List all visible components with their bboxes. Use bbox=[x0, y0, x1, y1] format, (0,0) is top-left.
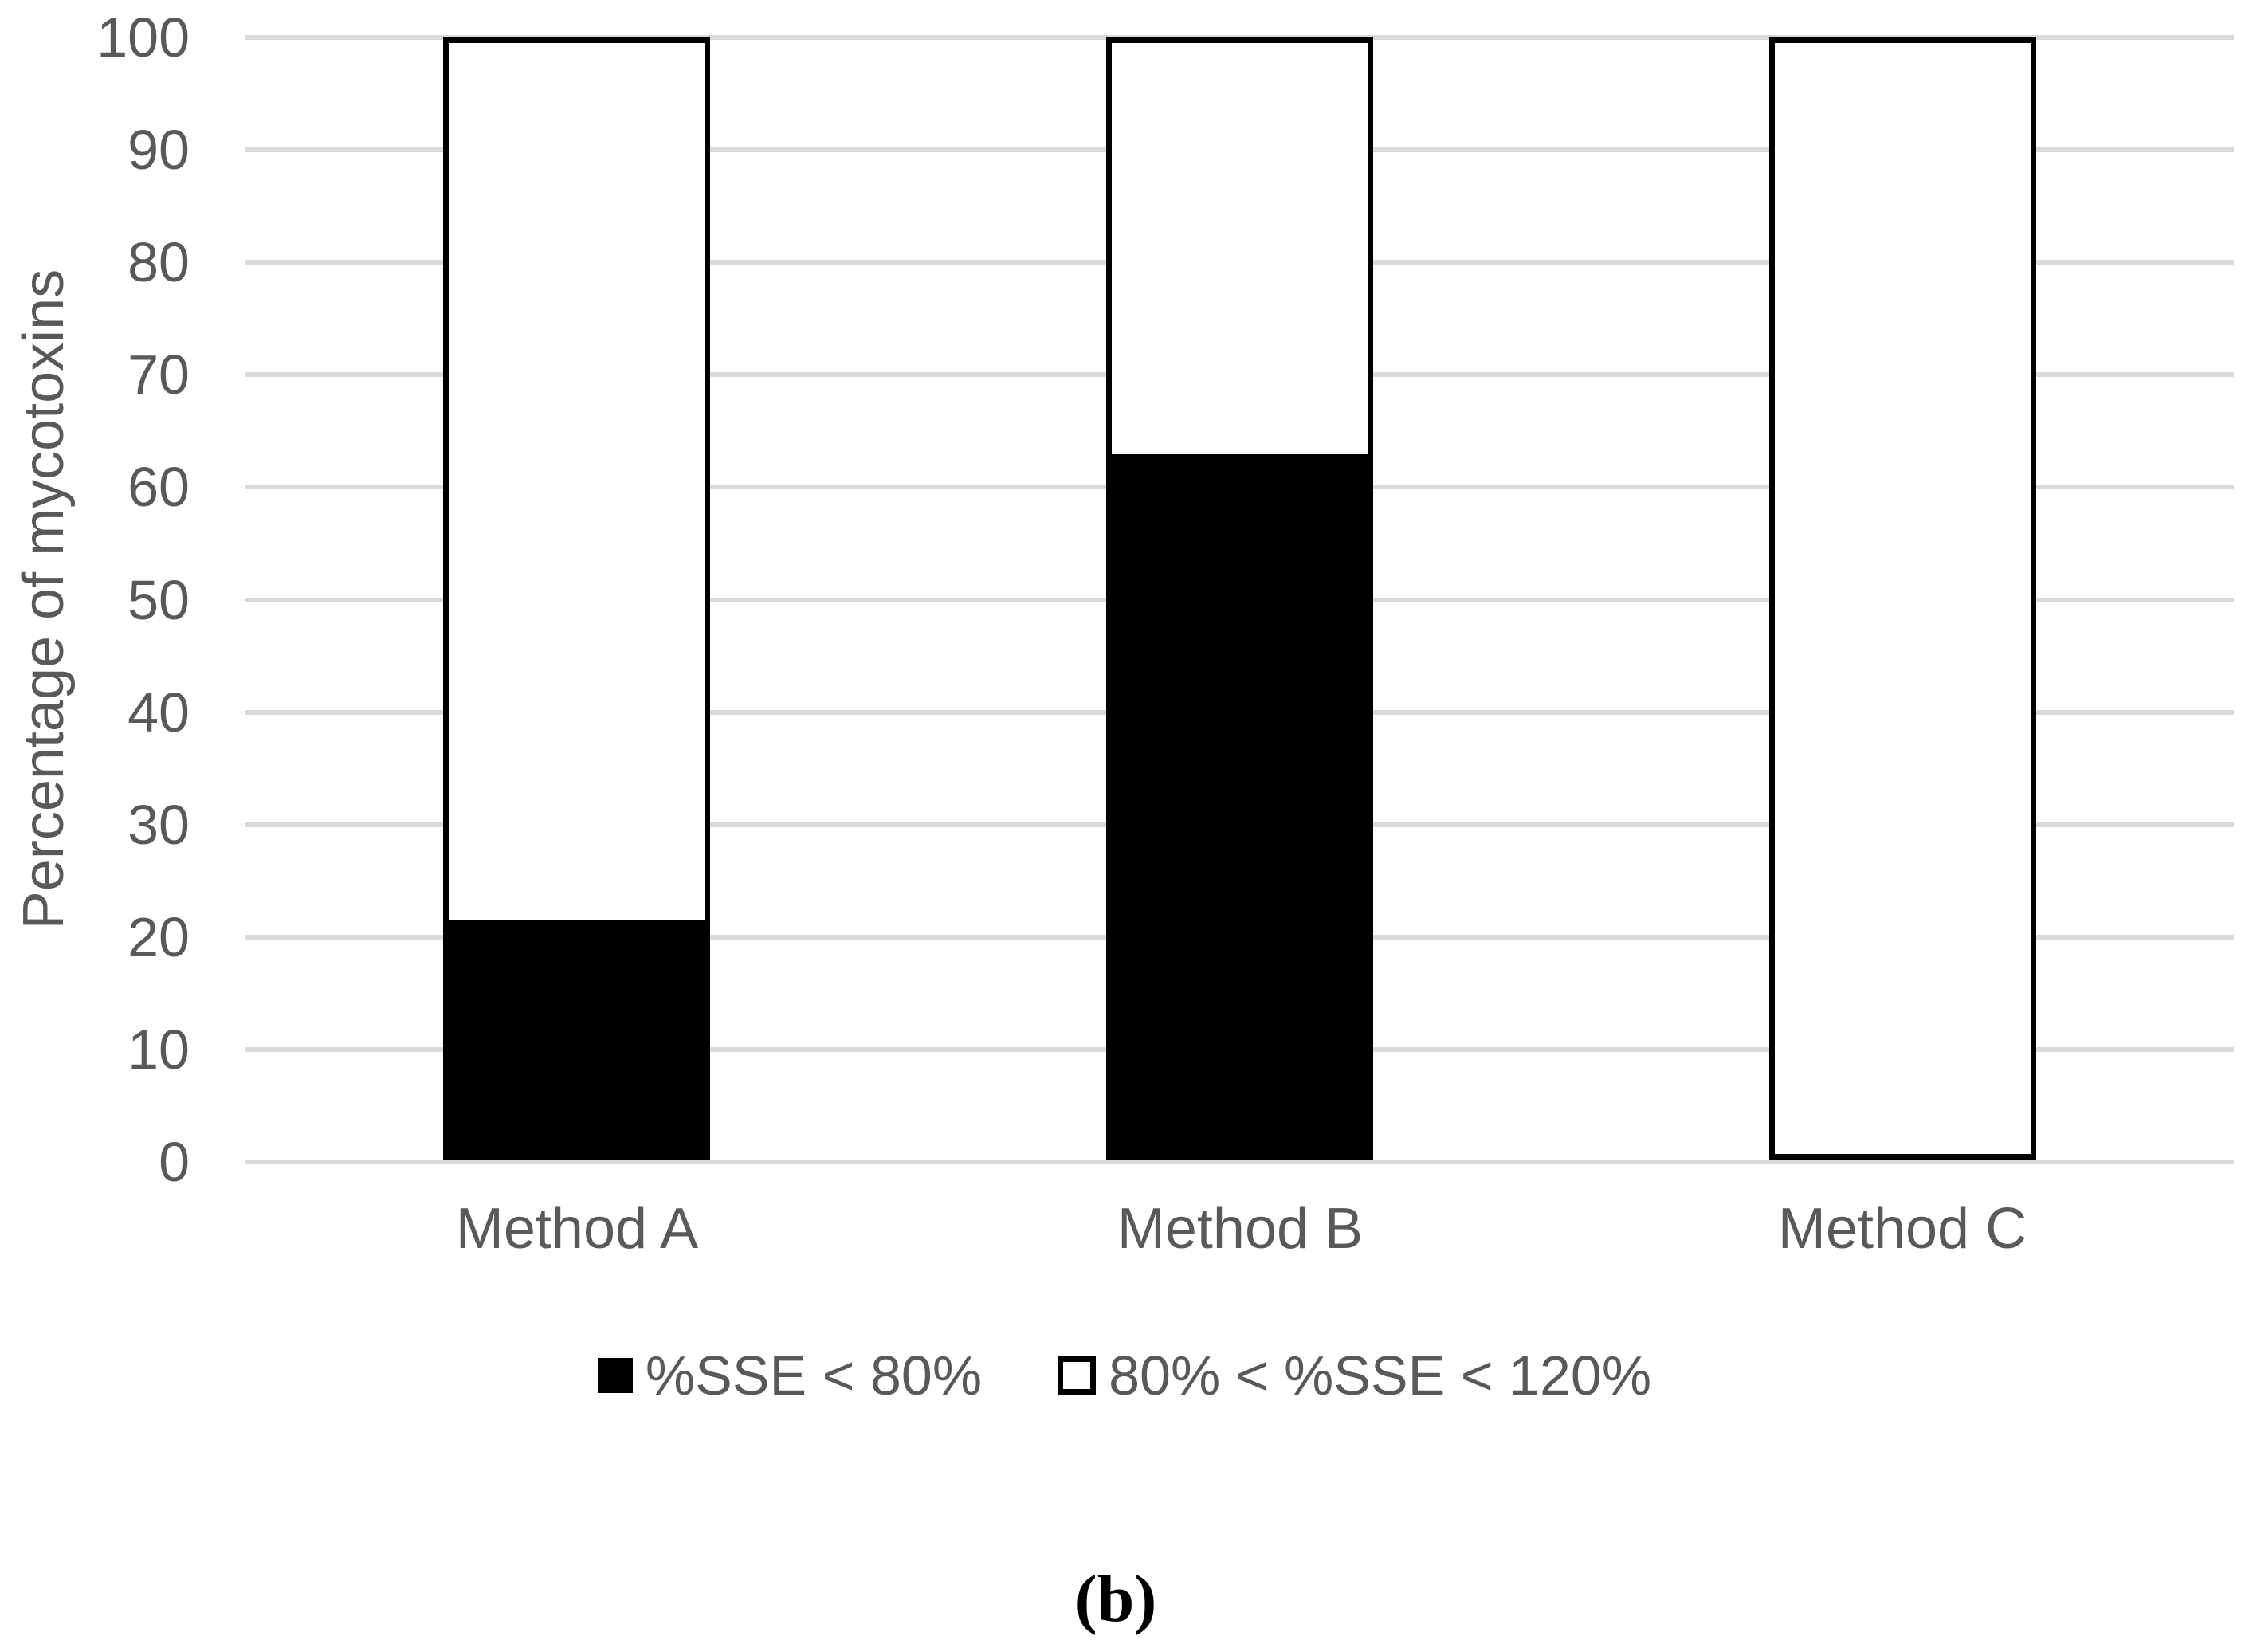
y-tick-label-60: 60 bbox=[128, 456, 190, 519]
bar-method-a bbox=[443, 37, 710, 1160]
legend-swatch-outline-icon bbox=[1058, 1356, 1097, 1395]
bar-segment-80-sse-120-method-a bbox=[449, 43, 705, 920]
bar-segment-80-sse-120-method-b bbox=[1112, 43, 1368, 454]
legend-label: %SSE < 80% bbox=[645, 1344, 983, 1407]
bar-segment-sse-80-method-b bbox=[1112, 454, 1368, 1154]
gridline-0 bbox=[245, 1160, 2234, 1164]
y-tick-label-80: 80 bbox=[128, 231, 190, 294]
y-tick-label-100: 100 bbox=[96, 6, 190, 69]
y-tick-label-0: 0 bbox=[159, 1131, 190, 1193]
y-tick-label-40: 40 bbox=[128, 681, 190, 744]
bar-method-c bbox=[1769, 37, 2036, 1160]
x-category-label-method-a: Method A bbox=[455, 1197, 699, 1261]
x-category-label-method-b: Method B bbox=[1117, 1197, 1364, 1261]
y-tick-label-20: 20 bbox=[128, 905, 190, 968]
legend: %SSE < 80% 80% < %SSE < 120% bbox=[0, 1345, 2249, 1406]
legend-item-sse-80: %SSE < 80% bbox=[597, 1344, 983, 1407]
y-tick-label-90: 90 bbox=[128, 119, 190, 182]
bar-segment-80-sse-120-method-c bbox=[1775, 43, 2031, 1154]
bar-segment-sse-80-method-a bbox=[449, 920, 705, 1154]
figure-caption: (b) bbox=[1074, 1562, 1157, 1636]
legend-item-80-sse-120: 80% < %SSE < 120% bbox=[1058, 1345, 1651, 1406]
legend-swatch-filled-icon bbox=[597, 1358, 633, 1393]
y-tick-label-30: 30 bbox=[128, 793, 190, 856]
x-category-label-method-c: Method C bbox=[1777, 1197, 2027, 1261]
y-tick-label-50: 50 bbox=[128, 568, 190, 631]
plot-area bbox=[245, 35, 2234, 1164]
y-tick-label-70: 70 bbox=[128, 343, 190, 406]
bar-method-b bbox=[1106, 37, 1373, 1160]
y-tick-label-10: 10 bbox=[128, 1018, 190, 1081]
legend-label: 80% < %SSE < 120% bbox=[1109, 1344, 1652, 1407]
